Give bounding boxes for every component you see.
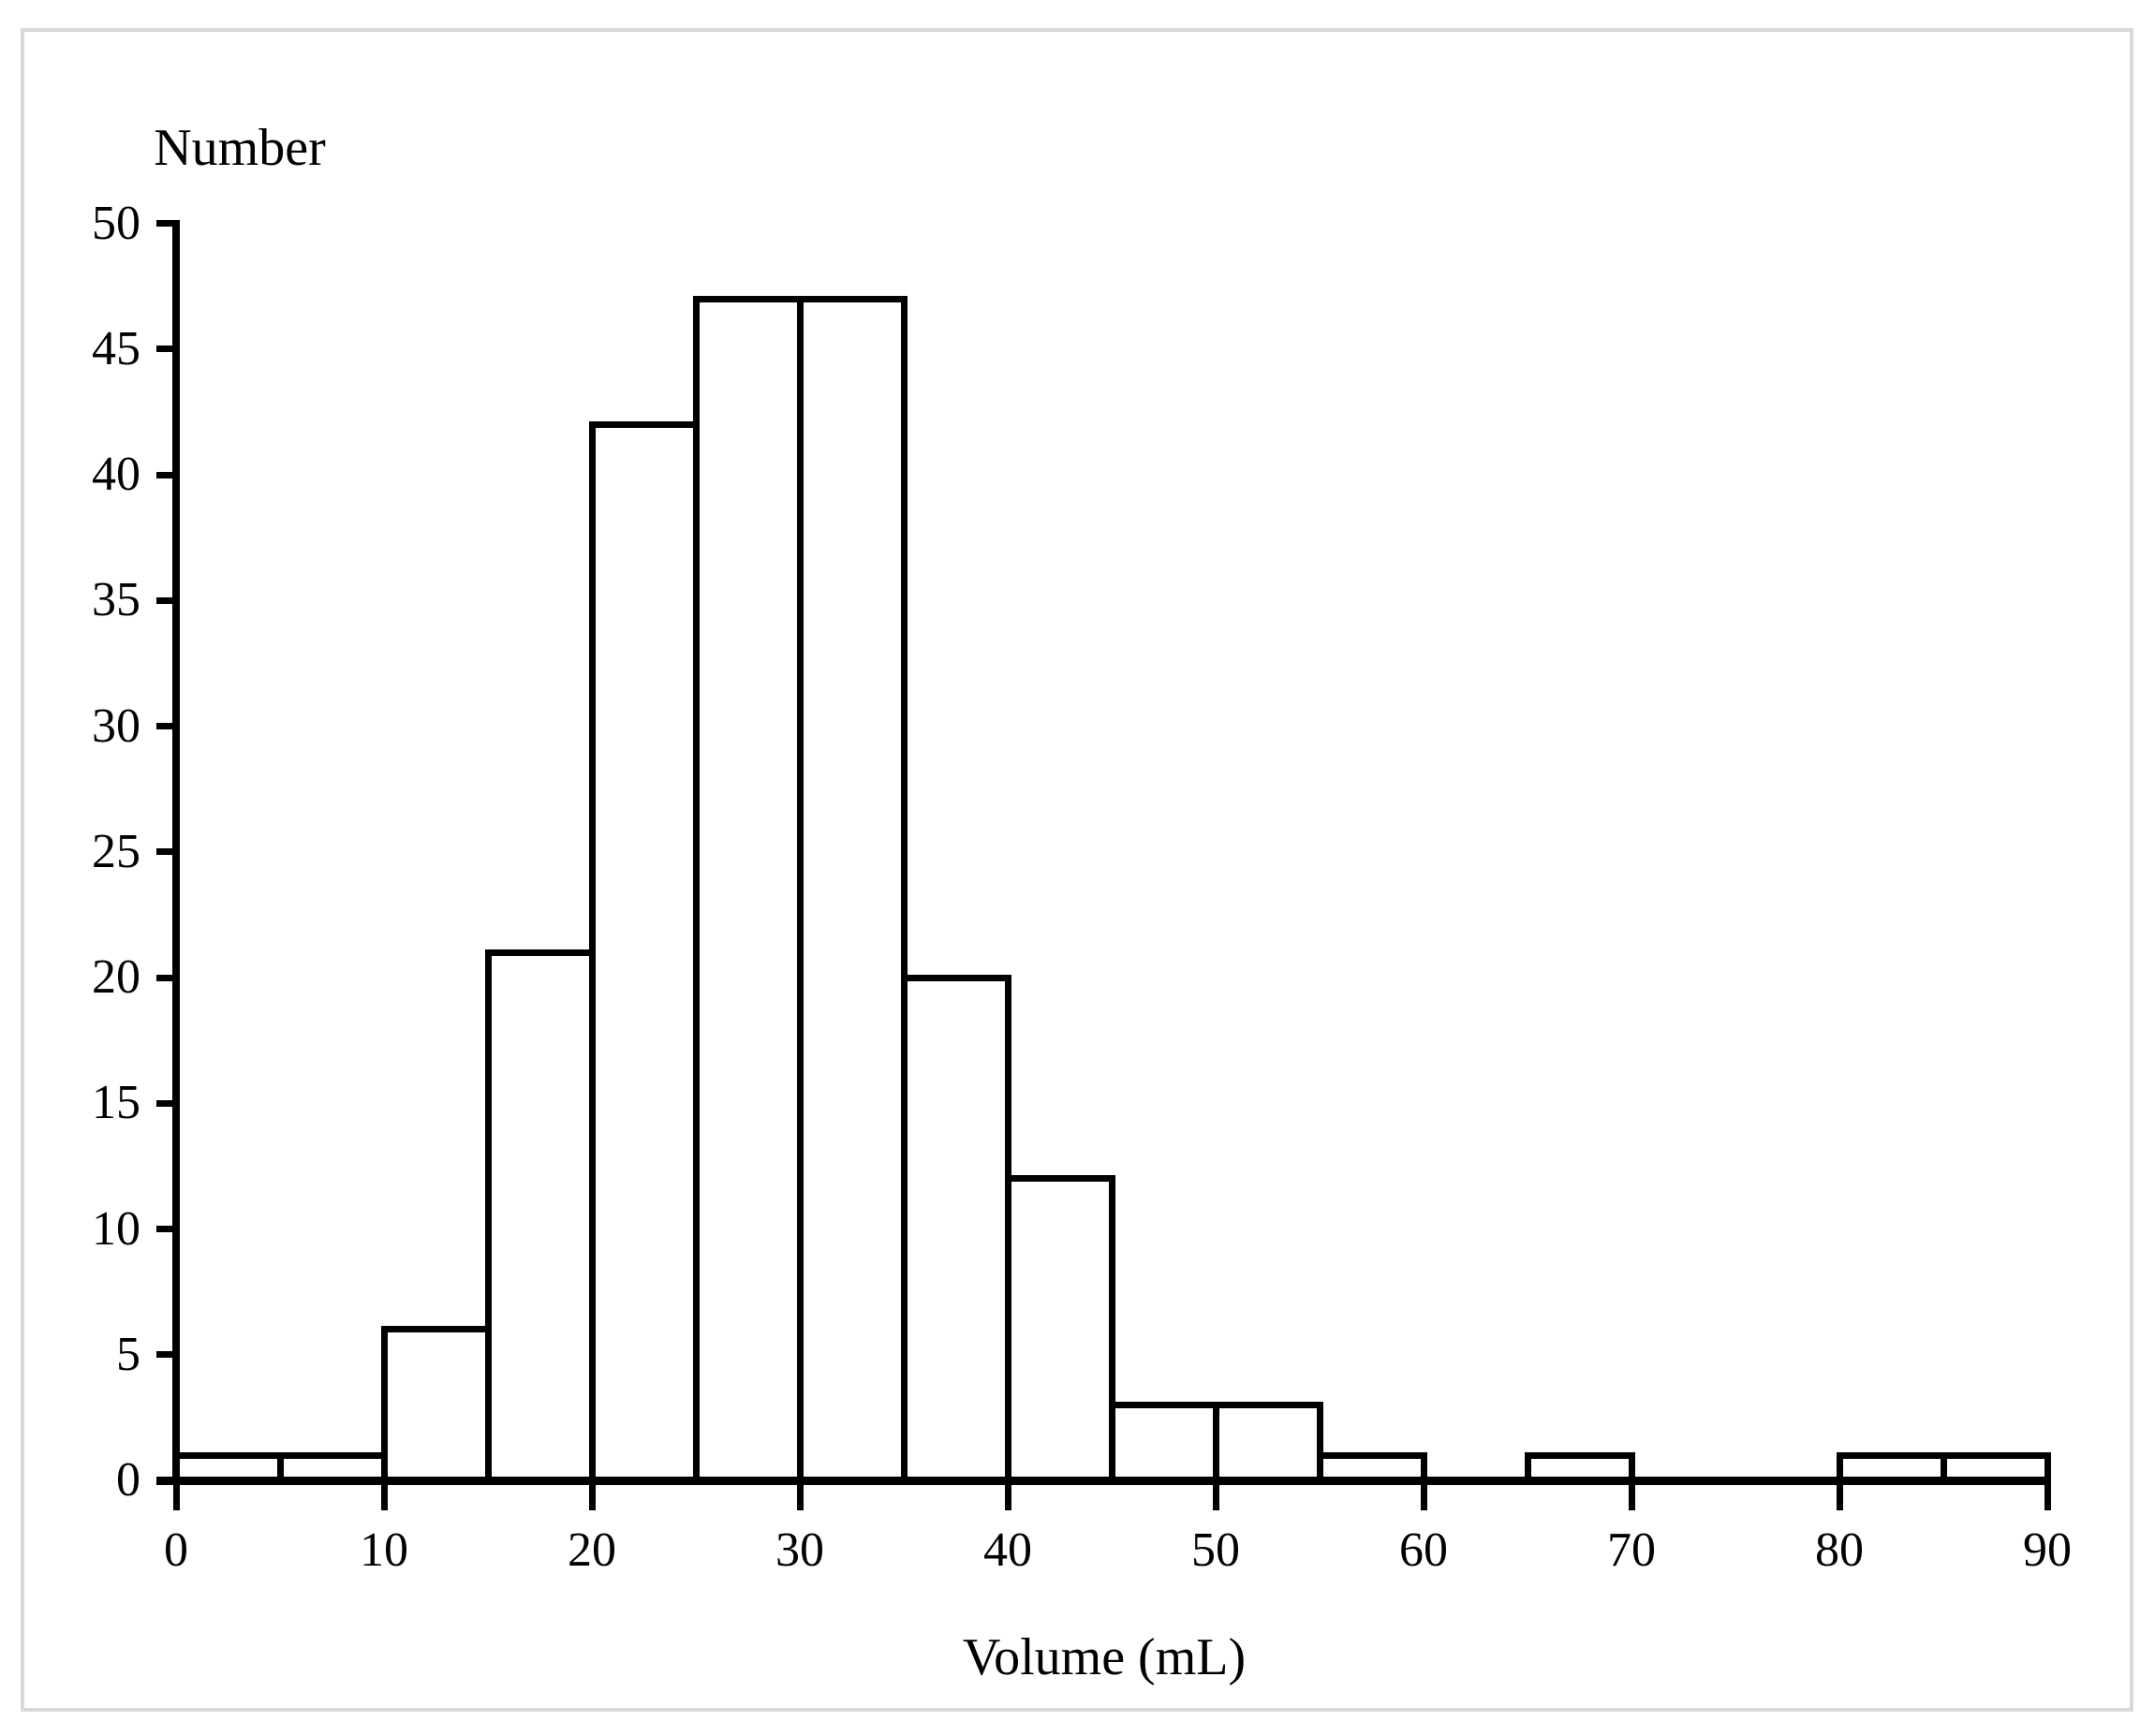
x-axis-title: Volume (mL) [962, 1628, 1247, 1686]
x-tick-label: 80 [1815, 1523, 1864, 1577]
y-tick-label: 15 [92, 1076, 140, 1130]
y-axis-line [172, 219, 180, 1485]
x-axis-tick [172, 1484, 180, 1510]
histogram-bar [380, 1326, 492, 1484]
histogram-bar [1108, 1401, 1219, 1484]
x-axis-tick [380, 1484, 388, 1510]
y-axis-tick [156, 346, 172, 353]
x-axis-tick [796, 1484, 804, 1510]
x-axis-tick [1628, 1484, 1635, 1510]
y-axis-tick [156, 220, 172, 227]
histogram-bar [1212, 1401, 1323, 1484]
histogram-bar [484, 949, 596, 1484]
x-axis-tick [1836, 1484, 1843, 1510]
y-tick-label: 45 [92, 321, 140, 375]
y-axis-tick [156, 1099, 172, 1107]
y-tick-label: 20 [92, 950, 140, 1004]
x-tick-label: 10 [360, 1523, 408, 1577]
histogram-bar [692, 295, 804, 1484]
y-tick-label: 40 [92, 448, 140, 501]
x-tick-label: 70 [1607, 1523, 1656, 1577]
histogram-bar [900, 974, 1011, 1484]
y-tick-label: 35 [92, 573, 140, 627]
x-axis-tick [2044, 1484, 2051, 1510]
y-tick-label: 25 [92, 824, 140, 878]
histogram-bar [1004, 1175, 1115, 1484]
x-tick-label: 30 [775, 1523, 824, 1577]
y-tick-label: 10 [92, 1201, 140, 1256]
y-axis-tick [156, 471, 172, 478]
histogram-bar [588, 420, 700, 1484]
x-axis-tick [1212, 1484, 1219, 1510]
y-axis-tick [156, 848, 172, 856]
histogram-bar [796, 295, 908, 1484]
y-axis-tick [156, 1351, 172, 1359]
y-axis-tick [156, 596, 172, 604]
y-axis-tick [156, 974, 172, 981]
y-axis-tick [156, 723, 172, 729]
y-axis-tick [156, 1477, 172, 1484]
x-axis-line [156, 1476, 2051, 1485]
x-tick-label: 40 [983, 1523, 1032, 1577]
y-tick-label: 30 [92, 699, 140, 753]
x-tick-label: 0 [164, 1523, 188, 1577]
y-axis-title: Number [154, 119, 326, 177]
x-tick-label: 50 [1191, 1523, 1240, 1577]
x-axis-tick [588, 1484, 596, 1510]
x-axis-tick [1004, 1484, 1011, 1510]
x-tick-label: 90 [2023, 1523, 2072, 1577]
x-axis-tick [1420, 1484, 1427, 1510]
y-axis-tick [156, 1226, 172, 1232]
x-tick-label: 20 [568, 1523, 616, 1577]
y-tick-label: 5 [116, 1327, 140, 1381]
y-tick-label: 0 [116, 1453, 140, 1507]
x-tick-label: 60 [1399, 1523, 1448, 1577]
y-tick-label: 50 [92, 196, 140, 250]
